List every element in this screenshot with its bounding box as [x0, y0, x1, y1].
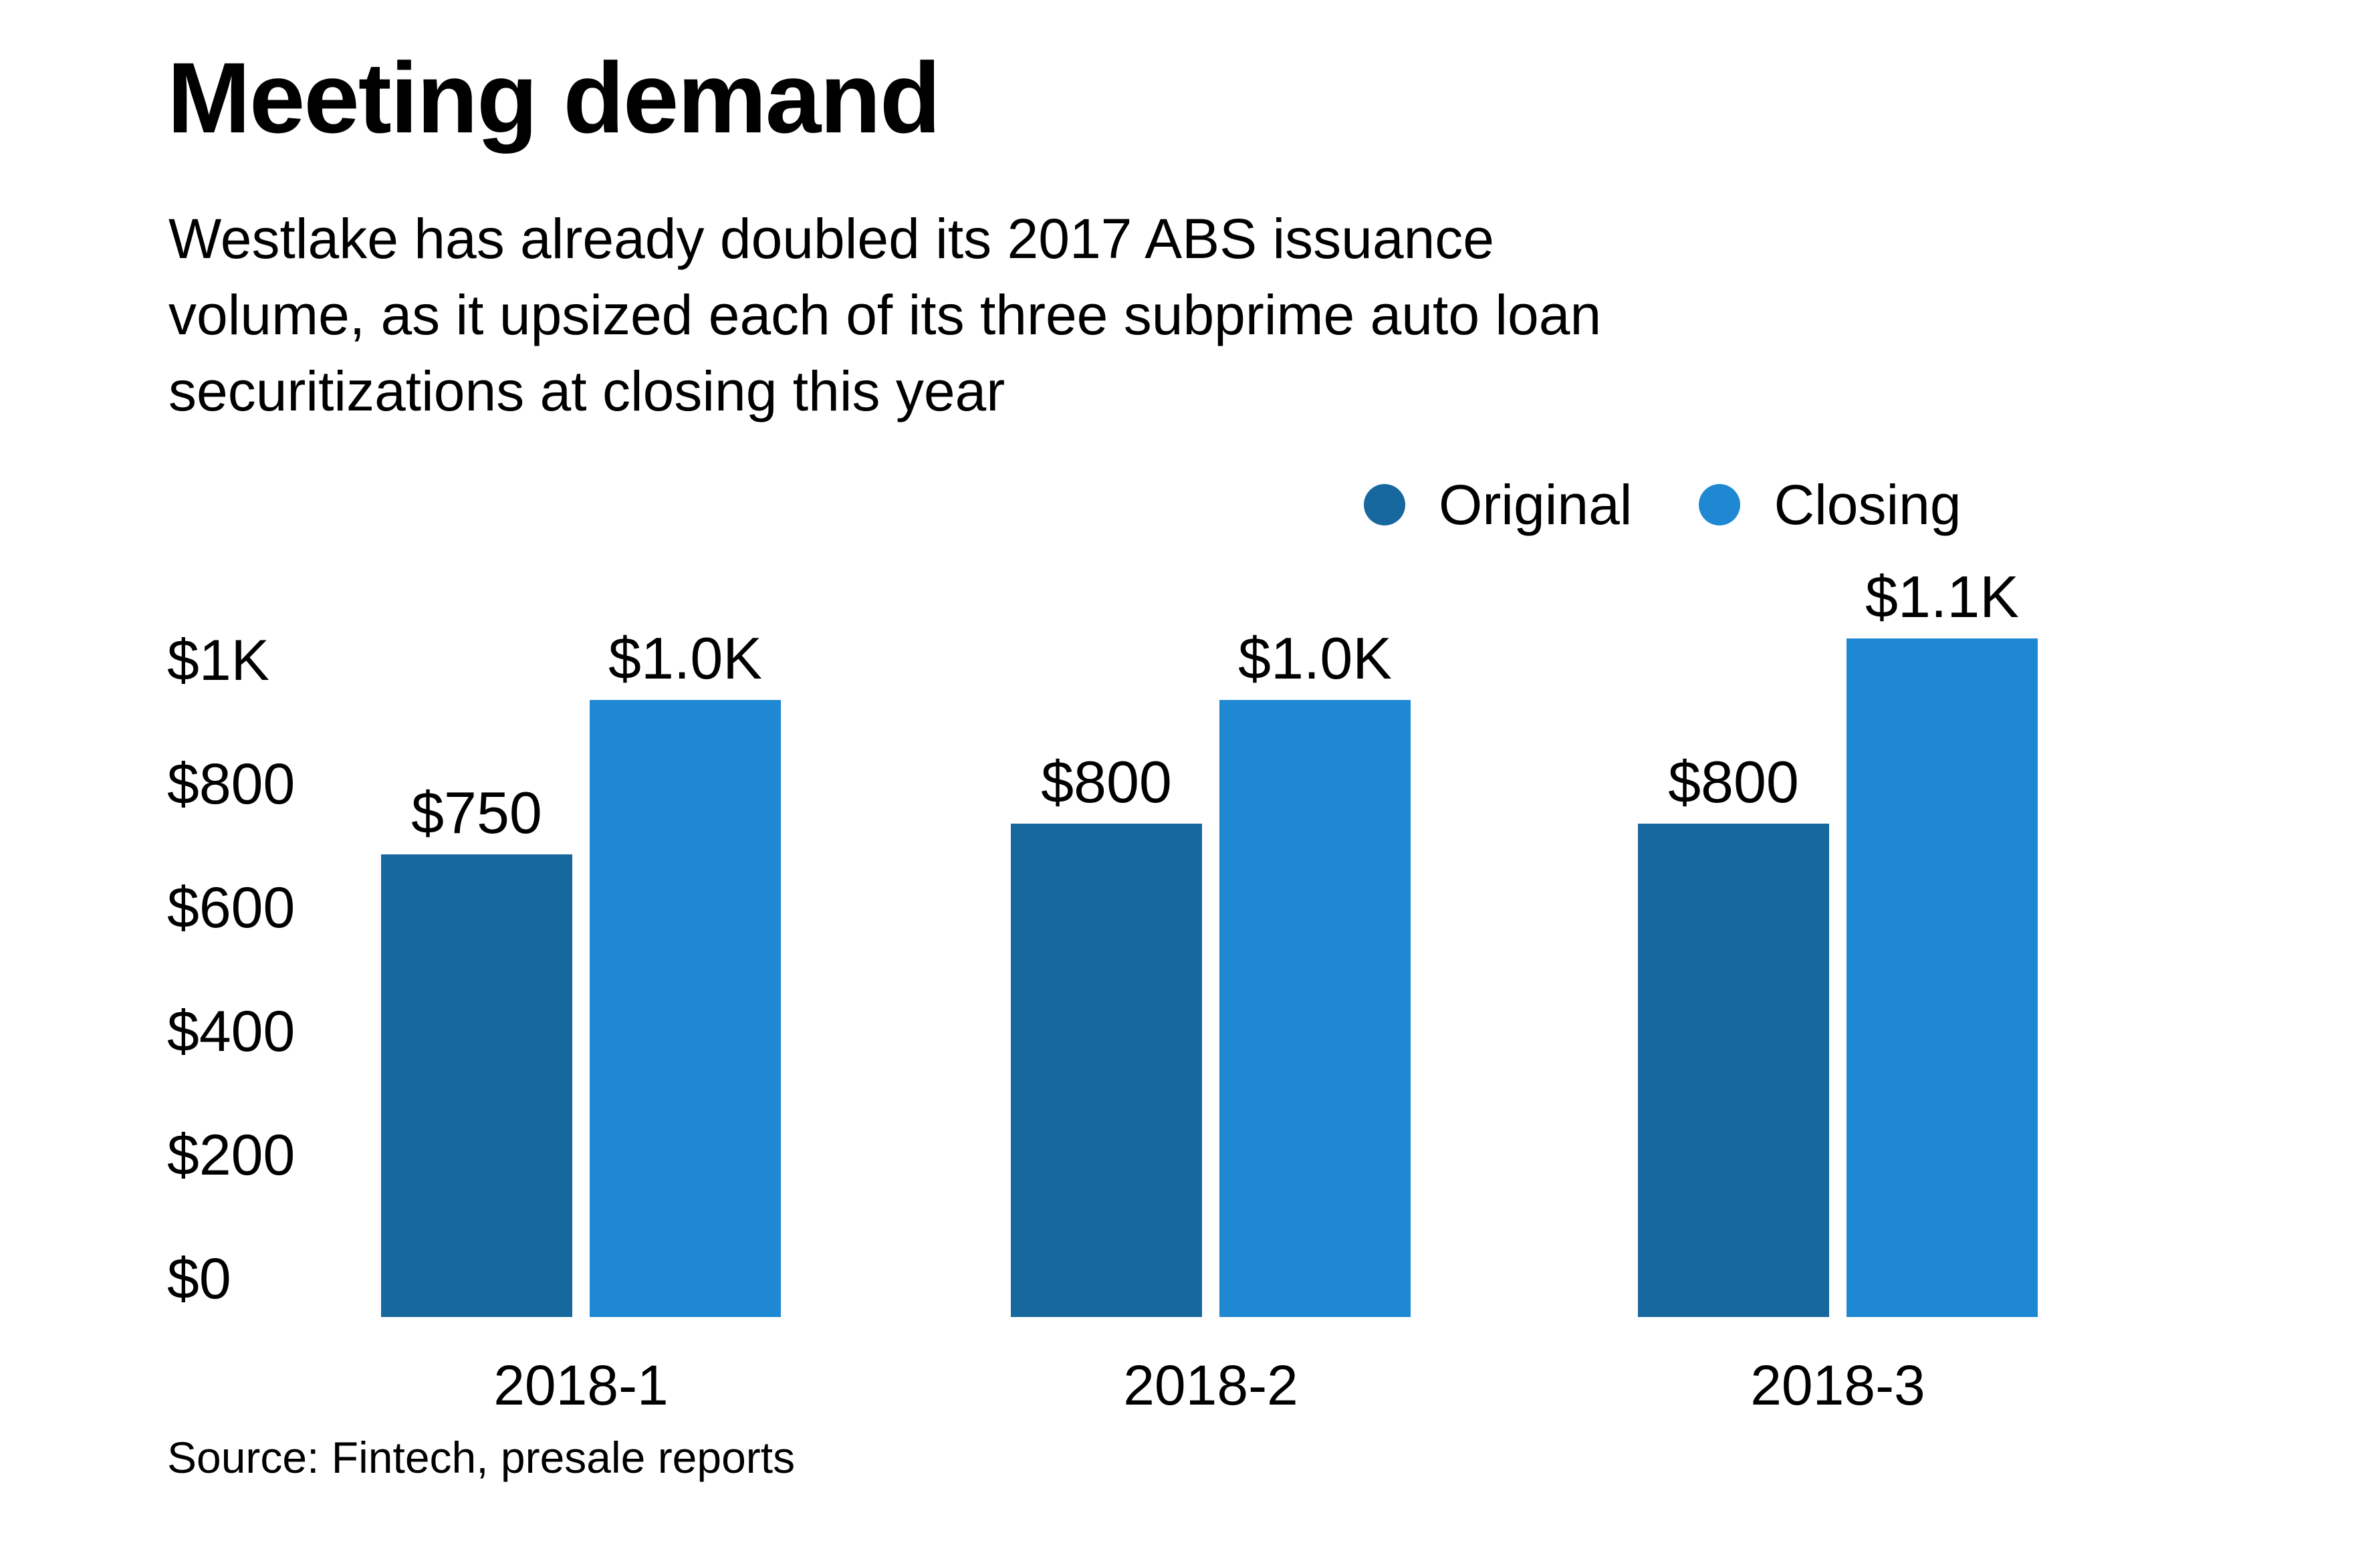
y-tick-label: $600 — [167, 876, 295, 940]
legend-item-original: Original — [1364, 468, 1632, 542]
bar-closing — [590, 700, 781, 1317]
x-tick-label: 2018-2 — [1123, 1354, 1298, 1417]
y-tick-label: $200 — [167, 1123, 295, 1187]
bar-value-label: $1.0K — [608, 625, 762, 691]
x-tick-label: 2018-1 — [493, 1354, 669, 1417]
legend-label-original: Original — [1439, 473, 1633, 536]
legend-label-closing: Closing — [1774, 473, 1961, 536]
bar-value-label: $750 — [411, 780, 542, 846]
bar-closing — [1219, 700, 1411, 1317]
y-tick-label: $0 — [167, 1247, 231, 1311]
subtitle-line-1: Westlake has already doubled its 2017 AB… — [168, 207, 1495, 270]
y-tick-label: $800 — [167, 752, 295, 816]
bar-original — [381, 854, 572, 1317]
chart-title: Meeting demand — [167, 41, 941, 154]
legend: Original Closing — [1364, 468, 1961, 542]
subtitle-line-3: securitizations at closing this year — [168, 360, 1005, 423]
legend-dot-closing-icon — [1699, 484, 1741, 525]
bar-value-label: $800 — [1668, 749, 1799, 815]
x-tick-label: 2018-3 — [1750, 1354, 1925, 1417]
legend-item-closing: Closing — [1699, 468, 1961, 542]
bar-value-label: $1.0K — [1238, 625, 1392, 691]
y-tick-label: $400 — [167, 999, 295, 1064]
source-note: Source: Fintech, presale reports — [167, 1433, 796, 1482]
bar-original — [1638, 824, 1829, 1317]
legend-dot-original-icon — [1364, 484, 1405, 525]
subtitle-line-2: volume, as it upsized each of its three … — [168, 283, 1602, 346]
y-tick-label: $1K — [167, 628, 270, 693]
bar-closing — [1847, 638, 2038, 1317]
bar-value-label: $1.1K — [1865, 564, 2019, 630]
bar-original — [1011, 824, 1202, 1317]
chart-subtitle: Westlake has already doubled its 2017 AB… — [168, 201, 1601, 429]
bar-value-label: $800 — [1041, 749, 1172, 815]
